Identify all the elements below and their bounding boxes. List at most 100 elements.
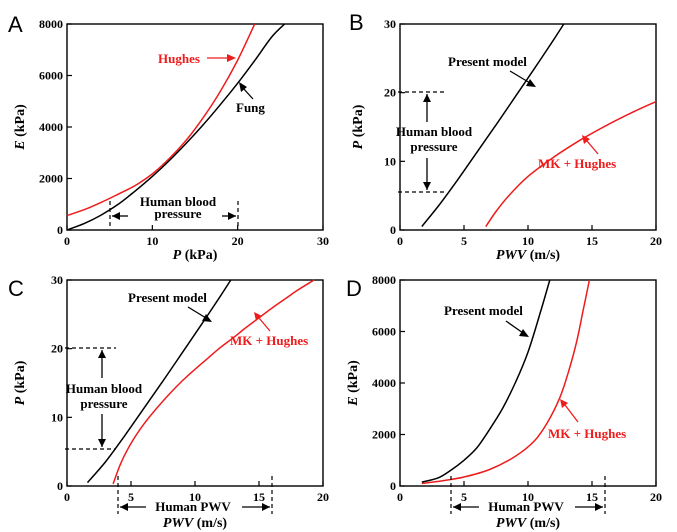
- x-tick-label-c-5: 5: [128, 490, 134, 504]
- arrowhead-mk-hughes-b: [582, 135, 590, 144]
- x-axis-var-a: P: [173, 248, 182, 263]
- y-axis-label-b: P (kPa): [351, 104, 366, 149]
- x-tick-label-b-15: 15: [586, 234, 598, 248]
- y-tick-label-a-0: 0: [57, 223, 63, 237]
- pwv-arrow-right-d: [595, 503, 603, 511]
- x-axis-label-c: PWV (m/s): [163, 516, 228, 531]
- y-axis-unit-b: (kPa): [351, 104, 366, 141]
- range-arrow-left-a: [112, 212, 120, 220]
- annotation-mk-hughes-c: MK + Hughes: [230, 333, 308, 348]
- series-line-present-model-c: [86, 279, 232, 484]
- x-axis-unit-a: (kPa): [181, 248, 218, 263]
- arrow-line-present-model-c: [187, 306, 207, 319]
- annotation-present-model-b: Present model: [448, 54, 527, 69]
- panel-label-b: B: [349, 10, 364, 35]
- x-tick-label-b-10: 10: [522, 234, 534, 248]
- y-tick-label-c-10: 10: [51, 410, 63, 424]
- y-tick-label-b-10: 10: [384, 154, 396, 168]
- y-axis-unit-d: (kPa): [346, 360, 361, 397]
- x-tick-label-a-20: 20: [232, 234, 244, 248]
- annotation-mk-hughes-b: MK + Hughes: [538, 156, 616, 171]
- arrow-line-mk-hughes-d: [564, 404, 579, 423]
- range-arrow-down-c: [98, 439, 106, 447]
- y-tick-label-d-2000: 2000: [372, 428, 396, 442]
- pwv-arrow-left-d: [453, 503, 461, 511]
- x-axis-unit-c: (m/s): [193, 516, 227, 531]
- series-group-c: [86, 279, 315, 485]
- x-axis-var-c: PWV: [163, 516, 195, 531]
- y-tick-label-c-30: 30: [51, 273, 63, 287]
- panel-label-a: A: [8, 12, 23, 37]
- annotation-fung-a: Fung: [236, 100, 265, 115]
- panel-a: A 0 10 20 30 0 2000 4000 6000 8000 P (kPa) E (kP…: [8, 12, 329, 263]
- x-tick-label-d-20: 20: [650, 490, 662, 504]
- range-arrow-down-b: [423, 182, 431, 190]
- y-axis-label-c: P (kPa): [13, 360, 28, 405]
- y-axis-label-a: E (kPa): [13, 104, 28, 151]
- arrow-line-fung-a: [242, 87, 254, 100]
- arrowhead-present-model-c: [202, 314, 212, 322]
- plot-frame-d: [399, 279, 657, 487]
- series-line-mk-hughes-b: [485, 100, 657, 228]
- arrowhead-present-model-b: [526, 79, 536, 87]
- x-tick-label-b-0: 0: [397, 234, 403, 248]
- x-tick-label-a-10: 10: [146, 234, 158, 248]
- y-axis-var-d: E: [346, 396, 361, 406]
- y-axis-unit-c: (kPa): [13, 360, 28, 397]
- arrowhead-hughes-a: [227, 54, 236, 62]
- x-axis-label-d: PWV (m/s): [496, 516, 561, 531]
- y-tick-label-c-20: 20: [51, 342, 63, 356]
- x-tick-label-b-5: 5: [461, 234, 467, 248]
- series-line-present-model-b: [421, 23, 565, 228]
- pwv-arrow-left-c: [120, 503, 128, 511]
- x-tick-label-a-0: 0: [64, 234, 70, 248]
- y-tick-label-a-8000: 8000: [39, 17, 63, 31]
- series-line-mk-hughes-d: [421, 279, 591, 485]
- y-tick-label-d-0: 0: [390, 479, 396, 493]
- y-tick-label-b-0: 0: [390, 223, 396, 237]
- range-label-bp-line1-c: Human blood: [66, 381, 143, 396]
- arrowhead-mk-hughes-c: [254, 312, 262, 321]
- axis-ticks-d: 0 5 10 15 20 0 2000 4000 6000 8000: [372, 273, 662, 504]
- range-label-human-pwv-c: Human PWV: [155, 499, 231, 514]
- y-tick-label-d-4000: 4000: [372, 376, 396, 390]
- range-arrow-up-b: [423, 94, 431, 102]
- annotation-present-model-d: Present model: [444, 303, 523, 318]
- x-tick-label-c-10: 10: [189, 490, 201, 504]
- x-tick-label-d-15: 15: [586, 490, 598, 504]
- x-axis-unit-d: (m/s): [526, 516, 560, 531]
- y-axis-var-a: E: [13, 140, 28, 150]
- x-tick-label-c-0: 0: [64, 490, 70, 504]
- range-arrow-up-c: [98, 350, 106, 358]
- x-tick-label-a-30: 30: [317, 234, 329, 248]
- x-tick-label-d-0: 0: [397, 490, 403, 504]
- range-arrow-right-a: [228, 212, 236, 220]
- series-line-fung-a: [66, 23, 286, 231]
- panel-b: B 0 5 10 15 20 0 10 20 30 PWV (m/s) P (kPa) Pres…: [349, 10, 662, 263]
- x-axis-var-d: PWV: [496, 516, 528, 531]
- arrow-line-present-model-b: [509, 70, 531, 84]
- panel-d: D 0 5 10 15 20 0 2000 4000 6000 8000 PWV (m/s) E …: [346, 273, 662, 531]
- x-tick-label-d-5: 5: [461, 490, 467, 504]
- x-axis-var-b: PWV: [496, 248, 528, 263]
- series-line-mk-hughes-c: [112, 279, 315, 485]
- arrow-line-mk-hughes-c: [258, 317, 271, 332]
- arrow-line-present-model-d: [505, 320, 524, 334]
- axis-ticks-b: 0 5 10 15 20 0 10 20 30: [384, 17, 662, 248]
- x-tick-label-c-20: 20: [317, 490, 329, 504]
- annotation-present-model-c: Present model: [128, 290, 207, 305]
- y-tick-label-a-2000: 2000: [39, 172, 63, 186]
- pwv-arrow-right-c: [262, 503, 270, 511]
- range-label-bp-line1-a: Human blood: [140, 194, 217, 209]
- y-axis-unit-a: (kPa): [13, 104, 28, 141]
- arrowhead-fung-a: [239, 82, 247, 92]
- range-label-bp-line2-c: pressure: [80, 396, 127, 411]
- x-tick-label-c-15: 15: [253, 490, 265, 504]
- arrowhead-present-model-d: [519, 329, 529, 337]
- panel-label-c: C: [8, 276, 24, 301]
- panel-c: C 0 5 10 15 20 0 10 20 30 PWV (m/s) P (kPa) Pres…: [8, 273, 329, 531]
- x-tick-label-d-10: 10: [522, 490, 534, 504]
- series-line-present-model-d: [421, 279, 551, 483]
- x-tick-label-b-20: 20: [650, 234, 662, 248]
